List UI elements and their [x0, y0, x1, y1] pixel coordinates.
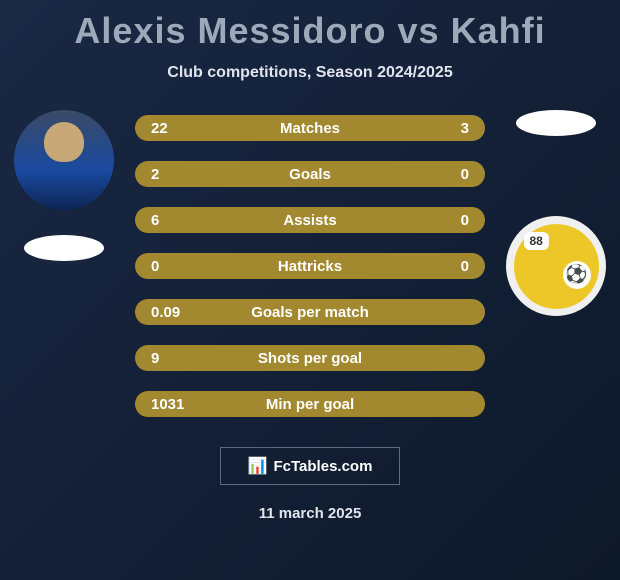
- stat-right-value: 0: [419, 166, 469, 183]
- stat-right-value: 3: [419, 120, 469, 137]
- stat-bar: 22Matches3: [135, 115, 485, 141]
- stat-label: Goals: [201, 166, 419, 183]
- stat-bar: 9Shots per goal: [135, 345, 485, 371]
- stat-left-value: 22: [151, 120, 201, 137]
- brand-logo: 📊 FcTables.com: [220, 447, 400, 485]
- stat-label: Min per goal: [201, 396, 419, 413]
- stat-bar: 1031Min per goal: [135, 391, 485, 417]
- stat-left-value: 0: [151, 258, 201, 275]
- stat-left-value: 6: [151, 212, 201, 229]
- page-subtitle: Club competitions, Season 2024/2025: [167, 64, 452, 82]
- stat-label: Shots per goal: [201, 350, 419, 367]
- player-left-column: [9, 110, 119, 261]
- player-left-avatar: [14, 110, 114, 210]
- stat-left-value: 9: [151, 350, 201, 367]
- stat-label: Goals per match: [201, 304, 419, 321]
- page-title: Alexis Messidoro vs Kahfi: [74, 10, 545, 52]
- player-right-column: 88 ⚽: [501, 110, 611, 316]
- player-left-flag: [24, 235, 104, 261]
- stats-column: 22Matches32Goals06Assists00Hattricks00.0…: [135, 110, 485, 417]
- badge-number: 88: [524, 232, 549, 250]
- stat-label: Matches: [201, 120, 419, 137]
- stat-left-value: 2: [151, 166, 201, 183]
- stat-bar: 6Assists0: [135, 207, 485, 233]
- soccer-ball-icon: ⚽: [563, 261, 591, 289]
- player-right-flag: [516, 110, 596, 136]
- stat-bar: 0Hattricks0: [135, 253, 485, 279]
- chart-icon: 📊: [248, 456, 268, 476]
- brand-label: FcTables.com: [274, 458, 373, 475]
- stat-right-value: 0: [419, 258, 469, 275]
- stat-left-value: 1031: [151, 396, 201, 413]
- stat-label: Hattricks: [201, 258, 419, 275]
- comparison-section: 22Matches32Goals06Assists00Hattricks00.0…: [0, 110, 620, 417]
- player-right-badge: 88 ⚽: [506, 216, 606, 316]
- stat-bar: 2Goals0: [135, 161, 485, 187]
- stat-label: Assists: [201, 212, 419, 229]
- stat-left-value: 0.09: [151, 304, 201, 321]
- footer-date: 11 march 2025: [259, 505, 362, 522]
- stat-right-value: 0: [419, 212, 469, 229]
- stat-bar: 0.09Goals per match: [135, 299, 485, 325]
